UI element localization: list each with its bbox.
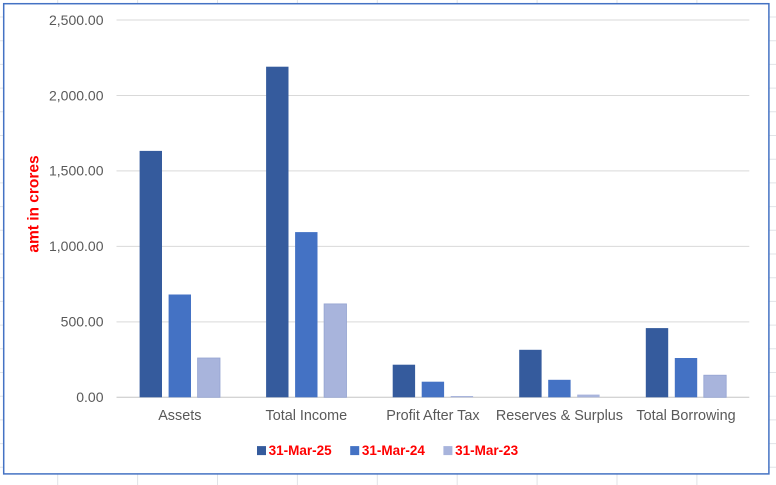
- svg-text:Total Income: Total Income: [266, 408, 348, 424]
- svg-text:1,500.00: 1,500.00: [49, 163, 104, 179]
- svg-text:Reserves & Surplus: Reserves & Surplus: [496, 408, 623, 424]
- svg-text:31-Mar-24: 31-Mar-24: [362, 443, 426, 458]
- svg-text:31-Mar-25: 31-Mar-25: [269, 443, 333, 458]
- svg-text:Total Borrowing: Total Borrowing: [636, 408, 735, 424]
- svg-text:Assets: Assets: [158, 408, 201, 424]
- svg-text:Profit After Tax: Profit After Tax: [386, 408, 480, 424]
- svg-text:500.00: 500.00: [61, 314, 104, 330]
- svg-text:amt in crores: amt in crores: [26, 155, 43, 252]
- svg-text:2,000.00: 2,000.00: [49, 87, 104, 103]
- svg-text:1,000.00: 1,000.00: [49, 238, 104, 254]
- svg-text:0.00: 0.00: [76, 389, 103, 405]
- svg-text:31-Mar-23: 31-Mar-23: [455, 443, 519, 458]
- svg-text:2,500.00: 2,500.00: [49, 12, 104, 28]
